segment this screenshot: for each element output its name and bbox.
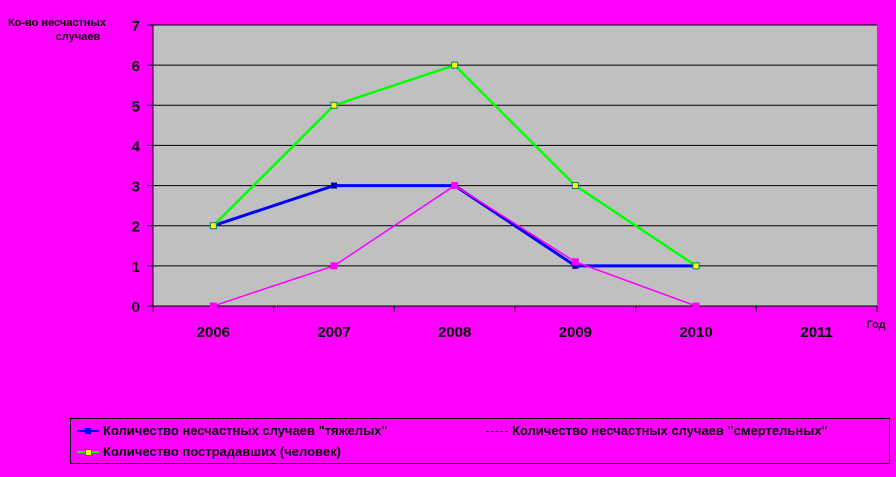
- legend-item-heavy: Количество несчастных случаев "тяжелых": [77, 423, 388, 438]
- data-point: [571, 182, 579, 190]
- data-point: [451, 61, 459, 69]
- plot-area: [153, 25, 877, 306]
- legend-swatch-blue-icon: [77, 426, 99, 436]
- y-tick-label: 5: [132, 98, 140, 115]
- data-point: [331, 182, 337, 189]
- data-point: [572, 262, 579, 269]
- y-tick-label: 1: [132, 259, 140, 276]
- legend-swatch-green-icon: [77, 447, 99, 457]
- data-point: [330, 101, 338, 109]
- y-tick-label: 3: [132, 179, 140, 196]
- y-tick-label: 2: [132, 219, 140, 236]
- data-point: [692, 262, 700, 270]
- x-tick-label: 2009: [559, 324, 592, 341]
- data-point: [571, 258, 579, 266]
- legend-item-victims: Количество пострадавших (человек): [77, 444, 341, 459]
- legend-label: Количество несчастных случаев "тяжелых": [103, 423, 388, 438]
- y-tick-label: 0: [132, 299, 140, 316]
- y-axis-title: Ко-во несчастных случаев: [8, 17, 107, 43]
- x-axis-title: Год: [866, 319, 885, 331]
- legend-swatch-magenta-icon: [486, 426, 508, 436]
- legend-label: Количество несчастных случаев "смертельн…: [512, 423, 828, 438]
- legend-item-fatal: Количество несчастных случаев "смертельн…: [486, 423, 828, 438]
- y-tick-label: 7: [132, 18, 140, 35]
- y-tick-label: 6: [132, 58, 140, 75]
- x-tick-label: 2010: [679, 324, 712, 341]
- x-tick-label: 2006: [197, 324, 230, 341]
- x-tick-label: 2007: [317, 324, 350, 341]
- y-tick-label: 4: [132, 138, 141, 155]
- data-point: [330, 262, 338, 270]
- x-tick-label: 2008: [438, 324, 471, 341]
- data-point: [209, 302, 217, 310]
- legend: Количество несчастных случаев "тяжелых" …: [70, 418, 890, 464]
- data-point: [209, 222, 217, 230]
- data-point: [692, 302, 700, 310]
- data-point: [451, 182, 459, 190]
- legend-label: Количество пострадавших (человек): [103, 444, 341, 459]
- x-tick-label: 2011: [800, 324, 833, 341]
